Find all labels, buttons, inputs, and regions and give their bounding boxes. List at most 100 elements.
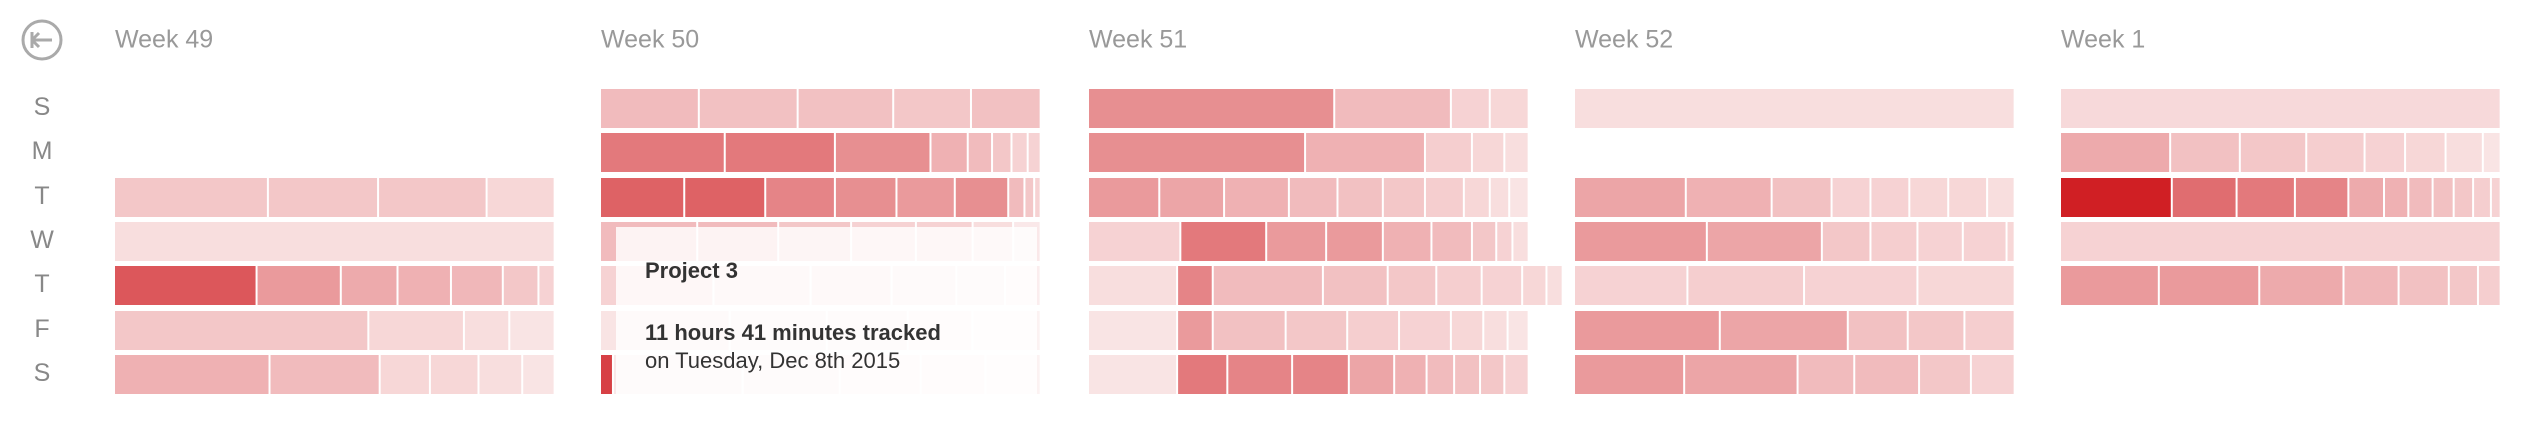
project-segment bbox=[398, 266, 450, 305]
project-segment bbox=[2349, 178, 2383, 217]
project-segment bbox=[369, 311, 463, 350]
project-segment bbox=[1988, 178, 2014, 217]
day-label: S bbox=[34, 359, 51, 387]
project-segment bbox=[2307, 133, 2364, 172]
project-segment bbox=[1025, 178, 1034, 217]
project-segment bbox=[1089, 266, 1177, 305]
project-segment bbox=[1575, 266, 1687, 305]
project-segment bbox=[1963, 222, 2006, 261]
project-segment bbox=[1685, 355, 1797, 394]
day-label: F bbox=[34, 315, 49, 343]
project-segment bbox=[1871, 178, 1909, 217]
project-segment bbox=[487, 178, 554, 217]
project-segment bbox=[2295, 178, 2348, 217]
project-segment bbox=[2172, 178, 2236, 217]
project-segment bbox=[1035, 178, 1040, 217]
project-segment bbox=[2385, 178, 2408, 217]
project-segment bbox=[1089, 133, 1305, 172]
project-segment bbox=[1213, 311, 1285, 350]
back-icon[interactable] bbox=[21, 19, 63, 61]
project-segment bbox=[1575, 311, 1719, 350]
project-segment bbox=[1513, 222, 1528, 261]
project-segment bbox=[1772, 178, 1831, 217]
project-segment bbox=[115, 178, 267, 217]
project-segment bbox=[1228, 355, 1292, 394]
day-label: M bbox=[32, 137, 53, 165]
project-segment bbox=[2491, 178, 2500, 217]
project-segment bbox=[268, 178, 378, 217]
project-segment bbox=[2454, 178, 2473, 217]
project-segment bbox=[1383, 178, 1424, 217]
project-segment bbox=[2061, 89, 2500, 128]
week: Week 1 bbox=[2061, 26, 2500, 305]
project-segment bbox=[1798, 355, 1854, 394]
project-segment bbox=[1910, 178, 1948, 217]
project-segment bbox=[725, 133, 834, 172]
project-segment bbox=[1871, 222, 1917, 261]
project-segment bbox=[1505, 133, 1528, 172]
project-segment bbox=[1178, 355, 1227, 394]
project-segment bbox=[1523, 266, 1546, 305]
project-segment bbox=[1720, 311, 1847, 350]
tooltip-date: on Tuesday, Dec 8th 2015 bbox=[645, 348, 900, 373]
project-segment bbox=[2061, 133, 2170, 172]
project-segment bbox=[2406, 133, 2445, 172]
project-segment bbox=[1160, 178, 1224, 217]
project-segment bbox=[380, 355, 429, 394]
project-segment bbox=[379, 178, 486, 217]
week-label: Week 49 bbox=[115, 26, 213, 54]
project-segment bbox=[835, 133, 930, 172]
project-segment bbox=[1286, 311, 1347, 350]
project-segment bbox=[1306, 133, 1424, 172]
project-segment bbox=[1089, 311, 1177, 350]
project-segment bbox=[1012, 133, 1027, 172]
project-segment bbox=[1323, 266, 1387, 305]
project-segment bbox=[479, 355, 522, 394]
project-segment bbox=[897, 178, 954, 217]
project-segment bbox=[1400, 311, 1450, 350]
project-segment bbox=[1918, 222, 1962, 261]
day-label: S bbox=[34, 93, 51, 121]
project-segment bbox=[523, 355, 554, 394]
project-segment bbox=[1349, 355, 1394, 394]
back-button[interactable] bbox=[21, 19, 63, 61]
project-segment bbox=[464, 311, 509, 350]
project-segment bbox=[685, 178, 765, 217]
project-segment bbox=[766, 178, 834, 217]
project-segment bbox=[1497, 222, 1512, 261]
project-segment bbox=[270, 355, 379, 394]
project-segment bbox=[1686, 178, 1771, 217]
project-segment bbox=[1490, 178, 1509, 217]
project-segment bbox=[601, 178, 684, 217]
project-segment bbox=[1575, 355, 1684, 394]
project-segment bbox=[115, 355, 269, 394]
project-segment bbox=[931, 133, 967, 172]
project-segment bbox=[2409, 178, 2432, 217]
project-segment bbox=[2007, 222, 2014, 261]
project-segment bbox=[1481, 355, 1504, 394]
project-segment bbox=[1472, 133, 1504, 172]
project-segment bbox=[1213, 266, 1322, 305]
project-segment bbox=[1293, 355, 1348, 394]
tooltip-box bbox=[616, 227, 1037, 395]
back-arrow[interactable] bbox=[30, 31, 52, 49]
week: Week 52 bbox=[1575, 26, 2014, 394]
project-segment bbox=[1455, 355, 1480, 394]
project-segment bbox=[2237, 178, 2294, 217]
project-segment bbox=[1508, 311, 1528, 350]
project-segment bbox=[430, 355, 478, 394]
project-segment bbox=[1028, 133, 1040, 172]
project-segment bbox=[601, 355, 612, 394]
project-segment bbox=[1451, 311, 1483, 350]
project-segment bbox=[1335, 89, 1450, 128]
project-segment bbox=[1009, 178, 1024, 217]
project-segment bbox=[2061, 178, 2171, 217]
project-segment bbox=[1822, 222, 1870, 261]
day-label: W bbox=[30, 226, 54, 254]
day-label: T bbox=[34, 270, 49, 298]
project-segment bbox=[2061, 222, 2500, 261]
project-segment bbox=[1388, 266, 1436, 305]
project-segment bbox=[1949, 178, 1987, 217]
project-segment bbox=[1289, 178, 1337, 217]
project-segment bbox=[1425, 133, 1471, 172]
